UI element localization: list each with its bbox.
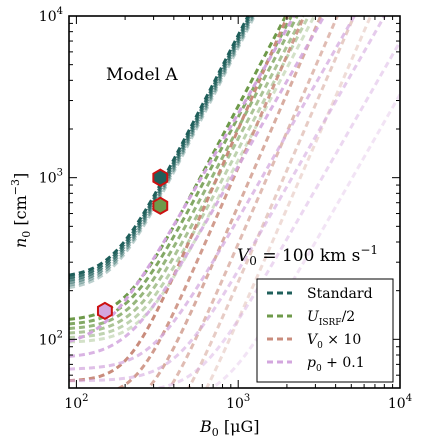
velocity-value: = 100 km s — [257, 246, 360, 266]
x-label-sub: 0 — [212, 426, 219, 439]
curve-standard-3 — [69, 16, 254, 285]
x-tick-label-base: 10 — [388, 396, 406, 412]
legend-label-rest: /2 — [342, 309, 356, 325]
curve-standard-0 — [69, 16, 250, 277]
curve-uisrf-1 — [69, 16, 294, 326]
curve-group — [69, 16, 400, 388]
x-label-main: B — [199, 417, 212, 436]
y-label-exp: −3 — [9, 179, 22, 195]
curve-v0x10-2 — [146, 16, 323, 388]
legend-label-rest: × 10 — [323, 332, 361, 348]
marker-group — [96, 168, 169, 321]
y-tick-label: 104 — [39, 6, 63, 25]
curve-p0-5 — [208, 93, 400, 388]
curve-uisrf-3 — [69, 16, 305, 335]
curve-standard-4 — [69, 16, 255, 287]
hexagon-marker-2 — [96, 301, 113, 321]
legend-label-sub: 0 — [316, 364, 322, 374]
legend-frame — [256, 278, 394, 383]
y-tick-label-exp: 4 — [57, 6, 63, 17]
x-tick-label-exp: 2 — [82, 393, 88, 404]
x-tick-label-base: 10 — [226, 396, 244, 412]
x-label-unit: [μG] — [219, 417, 260, 436]
plot-frame — [68, 15, 401, 389]
legend-label-sub: 0 — [317, 341, 323, 351]
curve-uisrf-4 — [69, 16, 311, 339]
x-tick-label: 103 — [226, 393, 250, 412]
x-tick-label-base: 10 — [64, 396, 82, 412]
y-tick-label-exp: 2 — [57, 329, 63, 340]
y-tick-label-base: 10 — [39, 9, 57, 25]
x-tick-label-exp: 4 — [406, 393, 412, 404]
legend-label-rest: + 0.1 — [322, 355, 365, 371]
curve-v0x10-1 — [116, 16, 306, 388]
curve-v0x10-0 — [69, 16, 290, 383]
legend-label-main: p — [307, 355, 316, 371]
curve-standard-2 — [69, 16, 253, 282]
y-label-main: n — [11, 238, 30, 248]
curve-standard-1 — [69, 16, 252, 280]
legend-label-uisrf: UISRF/2 — [307, 309, 355, 328]
y-tick-label-exp: 3 — [57, 168, 63, 179]
y-label-unit: [cm — [11, 195, 30, 230]
legend-label-sub: ISRF — [319, 318, 342, 328]
y-tick-label-base: 10 — [39, 332, 57, 348]
velocity-main: V — [237, 246, 251, 266]
legend-label-main: Standard — [307, 286, 373, 302]
model-annotation: Model A — [106, 65, 178, 85]
curve-v0x10-5 — [205, 16, 373, 388]
hexagon-marker-0 — [152, 168, 169, 187]
x-tick-label: 102 — [64, 393, 88, 412]
curve-p0-2 — [69, 16, 357, 371]
curve-p0-4 — [149, 40, 400, 388]
velocity-annotation: V0 = 100 km s−1 — [237, 243, 378, 268]
legend-label-v0x10: V0 × 10 — [307, 332, 361, 351]
y-tick-label-base: 10 — [39, 171, 57, 187]
legend-label-standard: Standard — [307, 286, 373, 302]
curve-uisrf-0 — [69, 16, 288, 321]
y-axis-label: n0 [cm−3] — [9, 173, 33, 248]
y-tick-label: 102 — [39, 329, 63, 348]
curve-v0x10-4 — [187, 16, 356, 388]
x-axis-label: B0 [μG] — [199, 417, 260, 439]
y-tick-label: 103 — [39, 168, 63, 187]
x-tick-label-exp: 3 — [244, 393, 250, 404]
velocity-exp: −1 — [360, 243, 378, 257]
legend-label-p0: p0 + 0.1 — [307, 355, 365, 374]
y-label-close: ] — [11, 173, 30, 179]
legend-label-main: U — [307, 309, 320, 325]
curve-p0-3 — [69, 16, 387, 383]
curve-standard-5 — [69, 16, 257, 290]
curve-p0-0 — [69, 16, 296, 343]
hexagon-marker-1 — [152, 196, 169, 215]
velocity-sub: 0 — [249, 254, 257, 268]
y-label-sub: 0 — [20, 231, 33, 238]
legend-label-main: V — [307, 332, 319, 348]
x-tick-label: 104 — [388, 393, 412, 412]
